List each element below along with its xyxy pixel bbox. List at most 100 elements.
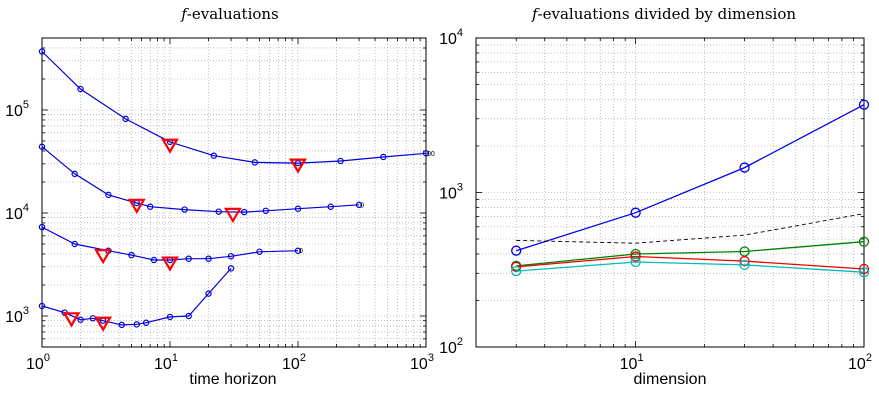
left-ytick-base: 10: [5, 206, 23, 223]
left-series-0-end-label: 00: [427, 151, 435, 158]
left-series-2-end-label: 0: [299, 248, 303, 255]
right-series-0-line: [516, 104, 865, 252]
right-ytick-exp: 4: [457, 27, 463, 39]
left-series-0-line: [41, 51, 427, 164]
left-series-1-point: [38, 143, 46, 150]
right-ytick-base: 10: [439, 31, 457, 48]
left-axes-box: [41, 37, 427, 348]
left-series-2-line: [41, 226, 299, 261]
right-ytick-base: 10: [439, 186, 457, 203]
left-series-2-triangle-marker: [94, 249, 112, 265]
left-xtick-label: 101: [154, 352, 178, 373]
left-series-0-point: [210, 152, 218, 159]
left-series-0-triangle-marker: [289, 158, 307, 174]
left-series-1-point: [215, 208, 222, 215]
right-ytick-label: 103: [439, 182, 463, 203]
right-series-2-point: [630, 248, 641, 260]
right-series-3-point: [739, 255, 750, 267]
left-series-3-point: [142, 319, 150, 326]
right-xtick-base: 10: [620, 356, 638, 373]
right-xlabel: dimension: [634, 371, 707, 388]
left-series-1-point: [181, 206, 188, 213]
left-ytick-label: 105: [5, 99, 29, 120]
left-series-2-point: [128, 251, 135, 259]
right-series-4-point: [630, 256, 641, 268]
left-series-3-point: [205, 290, 212, 297]
right-series-4-line: [516, 261, 865, 273]
left-series-1-point: [355, 201, 363, 209]
left-series-1-point: [241, 208, 248, 216]
left-ytick-label: 103: [5, 305, 29, 326]
left-xtick-label: 102: [282, 352, 306, 373]
left-grid: [41, 37, 427, 348]
left-series-0-triangle-marker: [161, 138, 179, 154]
right-series-4-point: [511, 265, 522, 277]
right-series-3-point: [630, 251, 641, 262]
right-ytick-label: 102: [439, 336, 463, 357]
right-series-0-point: [739, 162, 750, 173]
left-xtick-base: 10: [410, 356, 428, 373]
right-series-4-point: [858, 267, 870, 278]
right-series-3-point: [858, 263, 870, 275]
left-series-3-point: [77, 316, 84, 323]
right-title-italic: f: [531, 5, 540, 23]
left-series-2-point: [150, 256, 158, 264]
right-title-rest: -evaluations divided by dimension: [538, 5, 797, 23]
right-series-group: [511, 99, 870, 278]
right-chart-title: f-evaluations divided by dimension: [531, 5, 796, 23]
left-series-2-triangle-marker: [161, 256, 179, 272]
left-series-0-point: [422, 150, 430, 157]
left-ytick-exp: 4: [23, 202, 29, 214]
right-ytick-label: 104: [439, 27, 463, 48]
right-series-3-point: [511, 261, 522, 273]
left-series-0-point: [380, 153, 387, 161]
right-ytick-base: 10: [439, 340, 457, 357]
left-series-3-point: [133, 321, 140, 328]
left-series-1-point: [105, 191, 112, 199]
left-xtick-label: 100: [26, 352, 50, 373]
left-series-2-point: [71, 240, 78, 248]
left-series-2-point: [227, 253, 235, 260]
left-series-1-line: [41, 146, 360, 213]
left-series-3-point: [227, 265, 235, 272]
left-xtick-exp: 3: [428, 352, 434, 364]
right-series-3-line: [516, 255, 865, 270]
right-ytick-exp: 3: [457, 182, 463, 194]
left-series-3-line: [41, 267, 232, 326]
left-series-1-triangle-marker: [223, 207, 242, 224]
left-series-2-point: [294, 247, 302, 254]
left-series-1-triangle-marker: [127, 198, 146, 215]
left-series-3-point: [185, 312, 192, 320]
left-xtick-base: 10: [154, 356, 172, 373]
left-series-0-point: [77, 85, 84, 93]
right-grid: [475, 37, 865, 348]
left-series-2-point: [185, 255, 192, 262]
left-xtick-label: 103: [410, 352, 434, 373]
right-xtick-base: 10: [848, 356, 866, 373]
right-ytick-exp: 2: [457, 336, 463, 348]
right-series-2-line: [516, 241, 865, 267]
left-series-3-point: [118, 321, 125, 329]
right-series-0-point: [630, 207, 641, 218]
left-series-0-point: [337, 157, 344, 165]
right-xtick-exp: 1: [637, 352, 643, 364]
right-series-0-point: [858, 99, 870, 110]
left-ytick-exp: 5: [23, 99, 29, 111]
left-series-1-point: [294, 205, 302, 212]
left-series-3-point: [38, 302, 46, 310]
right-xtick-exp: 2: [866, 352, 872, 364]
left-series-1-point: [146, 203, 154, 210]
right-series-2-point: [858, 236, 870, 247]
right-axes-box: [475, 37, 865, 348]
left-series-2-point: [256, 248, 263, 255]
left-series-2-point: [205, 255, 212, 262]
left-series-3-point: [166, 313, 174, 321]
left-xtick-exp: 2: [300, 352, 306, 364]
right-series-0-point: [511, 245, 522, 256]
right-xtick-label: 102: [848, 352, 872, 373]
left-title-italic: f: [180, 5, 189, 23]
left-xtick-base: 10: [26, 356, 44, 373]
